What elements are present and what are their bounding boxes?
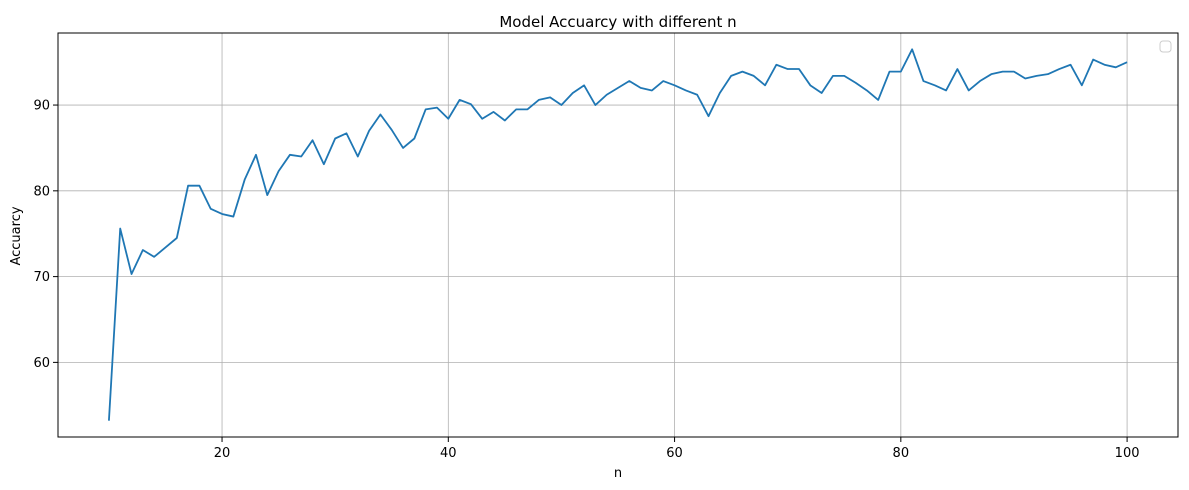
y-axis-label: Accuarcy xyxy=(9,206,24,265)
ticks: 20 40 60 80 100 60 70 80 90 xyxy=(33,99,1139,461)
x-axis-label: n xyxy=(614,466,622,481)
x-tick-label: 60 xyxy=(666,446,683,461)
y-tick-label: 70 xyxy=(33,270,50,285)
x-tick-label: 40 xyxy=(440,446,457,461)
plot-area xyxy=(108,48,1128,421)
x-tick-label: 100 xyxy=(1115,446,1140,461)
series-line xyxy=(108,48,1128,421)
x-tick-label: 20 xyxy=(214,446,231,461)
axes-frame xyxy=(57,32,1179,438)
x-tick-label: 80 xyxy=(893,446,910,461)
y-tick-label: 90 xyxy=(33,99,50,114)
y-tick-label: 60 xyxy=(33,356,50,371)
grid xyxy=(58,33,1178,437)
legend-box xyxy=(1159,40,1172,53)
chart-title: Model Accuarcy with different n xyxy=(499,13,736,31)
y-tick-label: 80 xyxy=(33,184,50,199)
